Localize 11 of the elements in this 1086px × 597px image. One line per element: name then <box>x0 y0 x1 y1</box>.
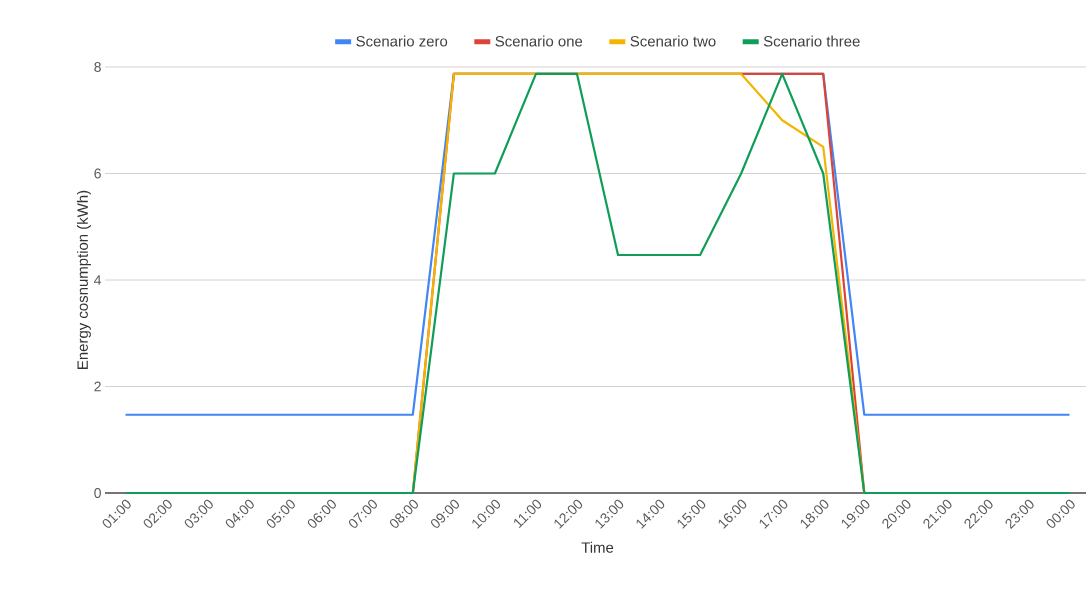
legend-label: Scenario two <box>630 35 716 47</box>
y-tick-label: 0 <box>94 488 101 498</box>
y-axis-title: Energy cosnumption (kWh) <box>76 190 91 369</box>
y-tick-label: 8 <box>94 62 101 72</box>
y-tick-label: 2 <box>94 381 101 392</box>
legend-label: Scenario one <box>495 35 583 47</box>
legend-label: Scenario zero <box>356 35 448 47</box>
legend-label: Scenario three <box>763 35 860 47</box>
y-tick-label: 6 <box>94 168 101 179</box>
x-axis-title: Time <box>581 541 614 553</box>
y-tick-label: 4 <box>94 275 102 285</box>
